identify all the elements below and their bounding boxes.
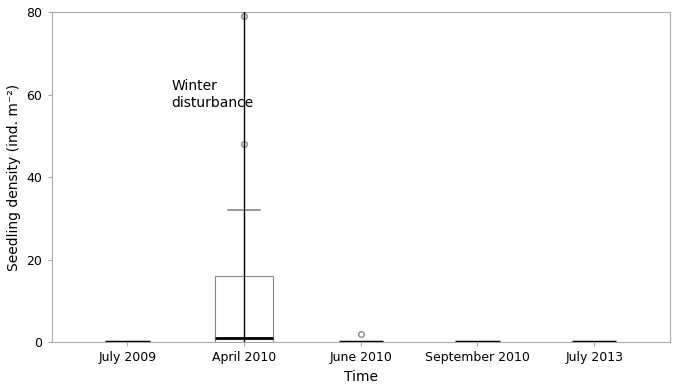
X-axis label: Time: Time (344, 370, 378, 384)
Bar (215, 276, 274, 343)
Y-axis label: Seedling density (ind. m⁻²): Seedling density (ind. m⁻²) (7, 84, 21, 271)
Text: Winter
disturbance: Winter disturbance (172, 79, 254, 110)
